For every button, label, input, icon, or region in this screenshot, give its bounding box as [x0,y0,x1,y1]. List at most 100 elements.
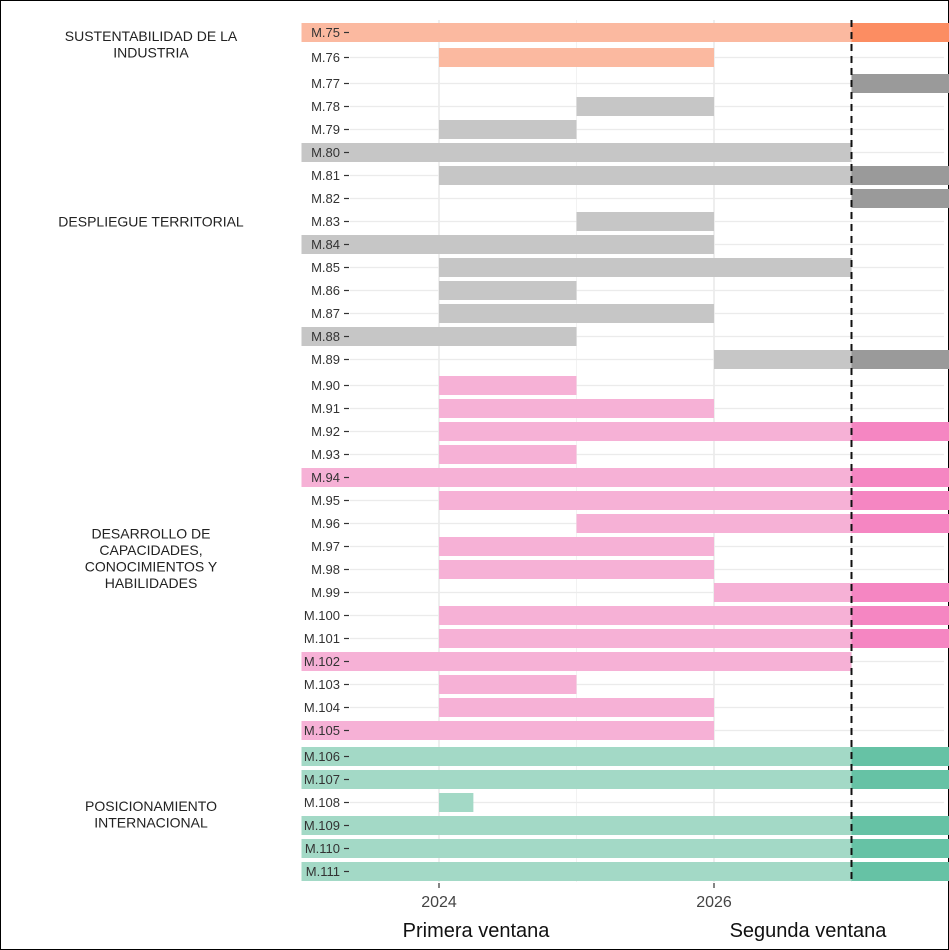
group-label-line: CAPACIDADES, [99,542,202,558]
bar-segment-first-window [439,445,577,464]
bar-segment-second-window [851,350,949,369]
y-tick-label: M.77 [311,76,340,91]
bar-segment-second-window [851,770,949,789]
y-tick-label: M.89 [311,352,340,367]
y-tick-label: M.100 [304,608,340,623]
y-tick-label: M.90 [311,378,340,393]
bar-segment-first-window [439,675,577,694]
y-tick-label: M.93 [311,447,340,462]
bar-segment-first-window [439,491,852,510]
window-label: Segunda ventana [730,920,888,942]
bar-segment-first-window [576,514,852,533]
bar-segment-first-window [439,166,852,185]
bar-segment-second-window [851,23,949,42]
bar-segment-first-window [439,793,474,812]
bar-segment-first-window [439,120,577,139]
bar-segment-first-window [439,376,577,395]
group-label-line: INTERNACIONAL [94,814,208,830]
y-tick-label: M.83 [311,214,340,229]
bar-segment-first-window [714,583,852,602]
y-tick-label: M.106 [304,749,340,764]
y-tick-label: M.105 [304,723,340,738]
group-label-line: CONOCIMIENTOS Y [85,558,218,574]
y-tick-label: M.96 [311,516,340,531]
group-label-line: DESPLIEGUE TERRITORIAL [58,214,244,230]
bar-segment-first-window [439,537,714,556]
group-label-line: HABILIDADES [105,575,198,591]
y-tick-label: M.102 [304,654,340,669]
y-tick-label: M.81 [311,168,340,183]
bar-segment-first-window [301,862,852,881]
y-tick-label: M.88 [311,329,340,344]
y-tick-label: M.107 [304,772,340,787]
x-tick-label: 2024 [421,894,457,911]
y-tick-label: M.103 [304,677,340,692]
x-tick-label: 2026 [696,894,732,911]
bar-segment-second-window [851,74,949,93]
bar-segment-second-window [851,816,949,835]
y-tick-label: M.79 [311,122,340,137]
bar-segment-first-window [301,721,714,740]
bar-segment-second-window [851,468,949,487]
group-label-line: DESARROLLO DE [91,525,210,541]
x-ticks: 2024202620282030 [421,883,732,911]
group-label-line: SUSTENTABILIDAD DE LA [65,28,238,44]
bar-segment-first-window [576,97,714,116]
y-tick-label: M.87 [311,306,340,321]
bar-segment-second-window [851,583,949,602]
y-tick-label: M.109 [304,818,340,833]
bar-segment-first-window [439,422,852,441]
y-tick-label: M.97 [311,539,340,554]
bar-segment-second-window [851,422,949,441]
y-tick-label: M.101 [304,631,340,646]
y-tick-label: M.85 [311,260,340,275]
bar-segment-first-window [439,629,852,648]
bar-segment-first-window [439,48,714,67]
bar-segment-first-window [301,23,852,42]
y-tick-label: M.84 [311,237,340,252]
bar-segment-second-window [851,862,949,881]
bar-segment-second-window [851,189,949,208]
bar-segment-first-window [439,560,714,579]
bar-segment-first-window [439,281,577,300]
y-tick-label: M.82 [311,191,340,206]
bar-segment-second-window [851,514,949,533]
bar-segment-second-window [851,491,949,510]
bar-segment-first-window [301,327,577,346]
bar-segment-first-window [301,839,852,858]
y-tick-label: M.95 [311,493,340,508]
bars [301,23,949,881]
y-tick-label: M.99 [311,585,340,600]
bar-segment-second-window [851,166,949,185]
y-tick-label: M.104 [304,700,340,715]
y-tick-label: M.92 [311,424,340,439]
bar-segment-first-window [439,399,714,418]
y-tick-label: M.98 [311,562,340,577]
bar-segment-first-window [301,816,852,835]
y-tick-label: M.91 [311,401,340,416]
bar-segment-first-window [714,350,852,369]
y-tick-label: M.111 [306,864,340,879]
group-label-line: POSICIONAMIENTO [85,798,217,814]
bar-segment-second-window [851,747,949,766]
window-label: Primera ventana [403,920,551,942]
window-labels: Primera ventana Segunda ventana [403,920,888,942]
bar-segment-first-window [301,747,852,766]
bar-segment-second-window [851,839,949,858]
y-tick-label: M.94 [311,470,340,485]
bar-segment-second-window [851,606,949,625]
y-tick-label: M.76 [311,50,340,65]
bar-segment-second-window [851,629,949,648]
bar-segment-first-window [439,258,852,277]
y-tick-label: M.86 [311,283,340,298]
bar-segment-first-window [439,698,714,717]
bar-segment-first-window [301,468,852,487]
bar-segment-first-window [576,212,714,231]
group-label-line: INDUSTRIA [113,45,189,61]
bar-segment-first-window [301,143,852,162]
y-tick-label: M.108 [304,795,340,810]
y-tick-label: M.80 [311,145,340,160]
y-tick-label: M.78 [311,99,340,114]
